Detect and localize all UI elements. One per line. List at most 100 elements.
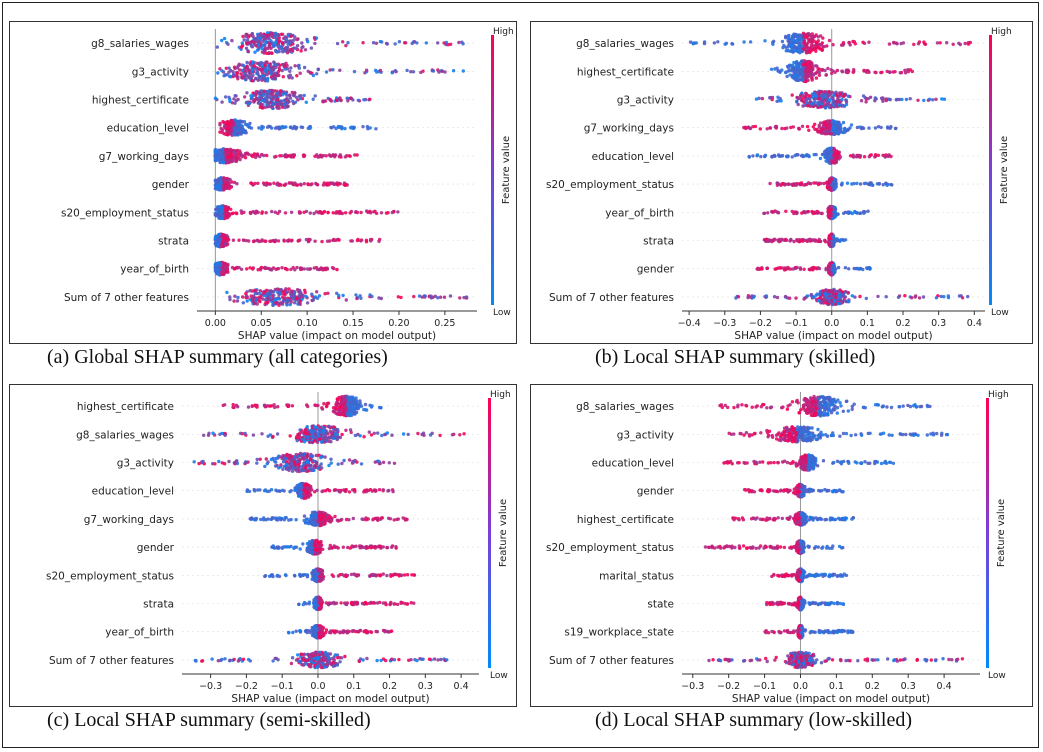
shap-dot: [419, 70, 423, 75]
shap-dot: [886, 154, 890, 158]
shap-dot: [832, 207, 837, 211]
shap-dot: [438, 295, 443, 299]
shap-dot: [776, 211, 781, 215]
shap-dot: [269, 239, 273, 243]
x-tick-label: 0.15: [342, 318, 363, 329]
shap-dot: [366, 127, 370, 131]
shap-dot: [282, 64, 287, 68]
shap-dot: [442, 295, 447, 299]
shap-dot: [879, 70, 883, 75]
shap-dot: [822, 120, 827, 124]
shap-dot: [232, 72, 236, 76]
shap-dot: [269, 39, 273, 43]
shap-dot: [373, 209, 377, 213]
shap-dot: [274, 94, 278, 98]
shap-dot: [263, 39, 268, 43]
shap-dot: [430, 69, 434, 73]
feature-label: g8_salaries_wages: [576, 38, 674, 50]
shap-dot: [858, 182, 863, 186]
shap-dot: [257, 39, 261, 43]
shap-dot: [864, 70, 869, 74]
shap-dot: [829, 207, 833, 212]
shap-dot: [226, 149, 231, 153]
shap-dot: [800, 98, 804, 103]
shap-dot: [788, 267, 793, 271]
shap-dot: [313, 41, 317, 46]
shap-dot: [295, 297, 299, 301]
feature-label: highest_certificate: [577, 66, 674, 78]
shap-dot: [218, 239, 222, 243]
shap-dot: [830, 239, 834, 243]
shap-dot: [253, 292, 258, 296]
shap-dot: [838, 238, 842, 243]
shap-dot: [814, 76, 819, 80]
shap-dot: [801, 44, 805, 48]
shap-dot: [258, 36, 263, 40]
shap-dot: [256, 43, 261, 47]
feature-label: strata: [643, 236, 674, 248]
shap-dot: [255, 238, 259, 242]
shap-dot: [338, 96, 342, 100]
shap-dot: [828, 153, 833, 157]
shap-dot: [288, 181, 292, 185]
shap-dot: [836, 265, 841, 270]
shap-dot: [855, 181, 859, 186]
shap-dot: [227, 213, 232, 217]
shap-dot: [247, 75, 251, 79]
shap-dot: [451, 69, 456, 73]
shap-dot: [334, 182, 339, 186]
shap-dot: [235, 299, 240, 303]
feature-label: g3_activity: [132, 66, 189, 78]
shap-dot: [815, 40, 819, 44]
x-tick-label: 0.00: [205, 318, 226, 329]
shap-dot: [830, 96, 834, 100]
shap-dot: [853, 210, 858, 215]
shap-dot: [282, 238, 286, 242]
shap-dot: [310, 292, 314, 296]
shap-dot: [806, 31, 811, 36]
shap-dot: [311, 298, 316, 302]
shap-dot: [249, 97, 253, 101]
shap-dot: [890, 183, 894, 187]
shap-dot: [248, 121, 252, 126]
shap-dot: [876, 153, 881, 157]
shap-dot: [241, 295, 245, 299]
shap-dot: [829, 186, 833, 190]
shap-dot: [217, 212, 221, 217]
shap-dot: [788, 73, 792, 77]
shap-dot: [461, 42, 465, 46]
shap-dot: [353, 153, 357, 157]
shap-dot: [803, 238, 807, 243]
shap-dot: [811, 101, 815, 105]
shap-dot: [283, 91, 288, 95]
shap-dot: [796, 102, 800, 107]
shap-dot: [283, 67, 288, 71]
shap-dot: [222, 36, 227, 41]
shap-dot: [226, 42, 230, 46]
shap-dot: [827, 98, 832, 102]
shap-dot: [313, 94, 317, 98]
shap-dot: [804, 34, 809, 39]
shap-dot: [235, 131, 239, 136]
shap-dot: [253, 288, 258, 293]
shap-dot: [249, 126, 254, 130]
shap-dot: [791, 183, 795, 187]
shap-dot: [323, 292, 327, 296]
shap-dot: [230, 159, 235, 164]
shap-dot: [270, 92, 274, 97]
shap-dot: [747, 154, 751, 159]
shap-dot: [809, 43, 814, 47]
shap-dot: [359, 239, 363, 243]
shap-dot: [824, 240, 828, 244]
shap-dot: [862, 155, 867, 159]
shap-dot: [304, 100, 308, 105]
shap-dot: [833, 91, 837, 96]
shap-dot: [780, 126, 784, 131]
shap-dot: [784, 34, 788, 39]
shap-dot: [338, 68, 342, 72]
shap-dot: [368, 97, 372, 102]
shap-dot: [266, 90, 271, 94]
shap-dot: [219, 262, 223, 266]
shap-dot: [269, 290, 273, 294]
shap-dot: [793, 77, 797, 81]
